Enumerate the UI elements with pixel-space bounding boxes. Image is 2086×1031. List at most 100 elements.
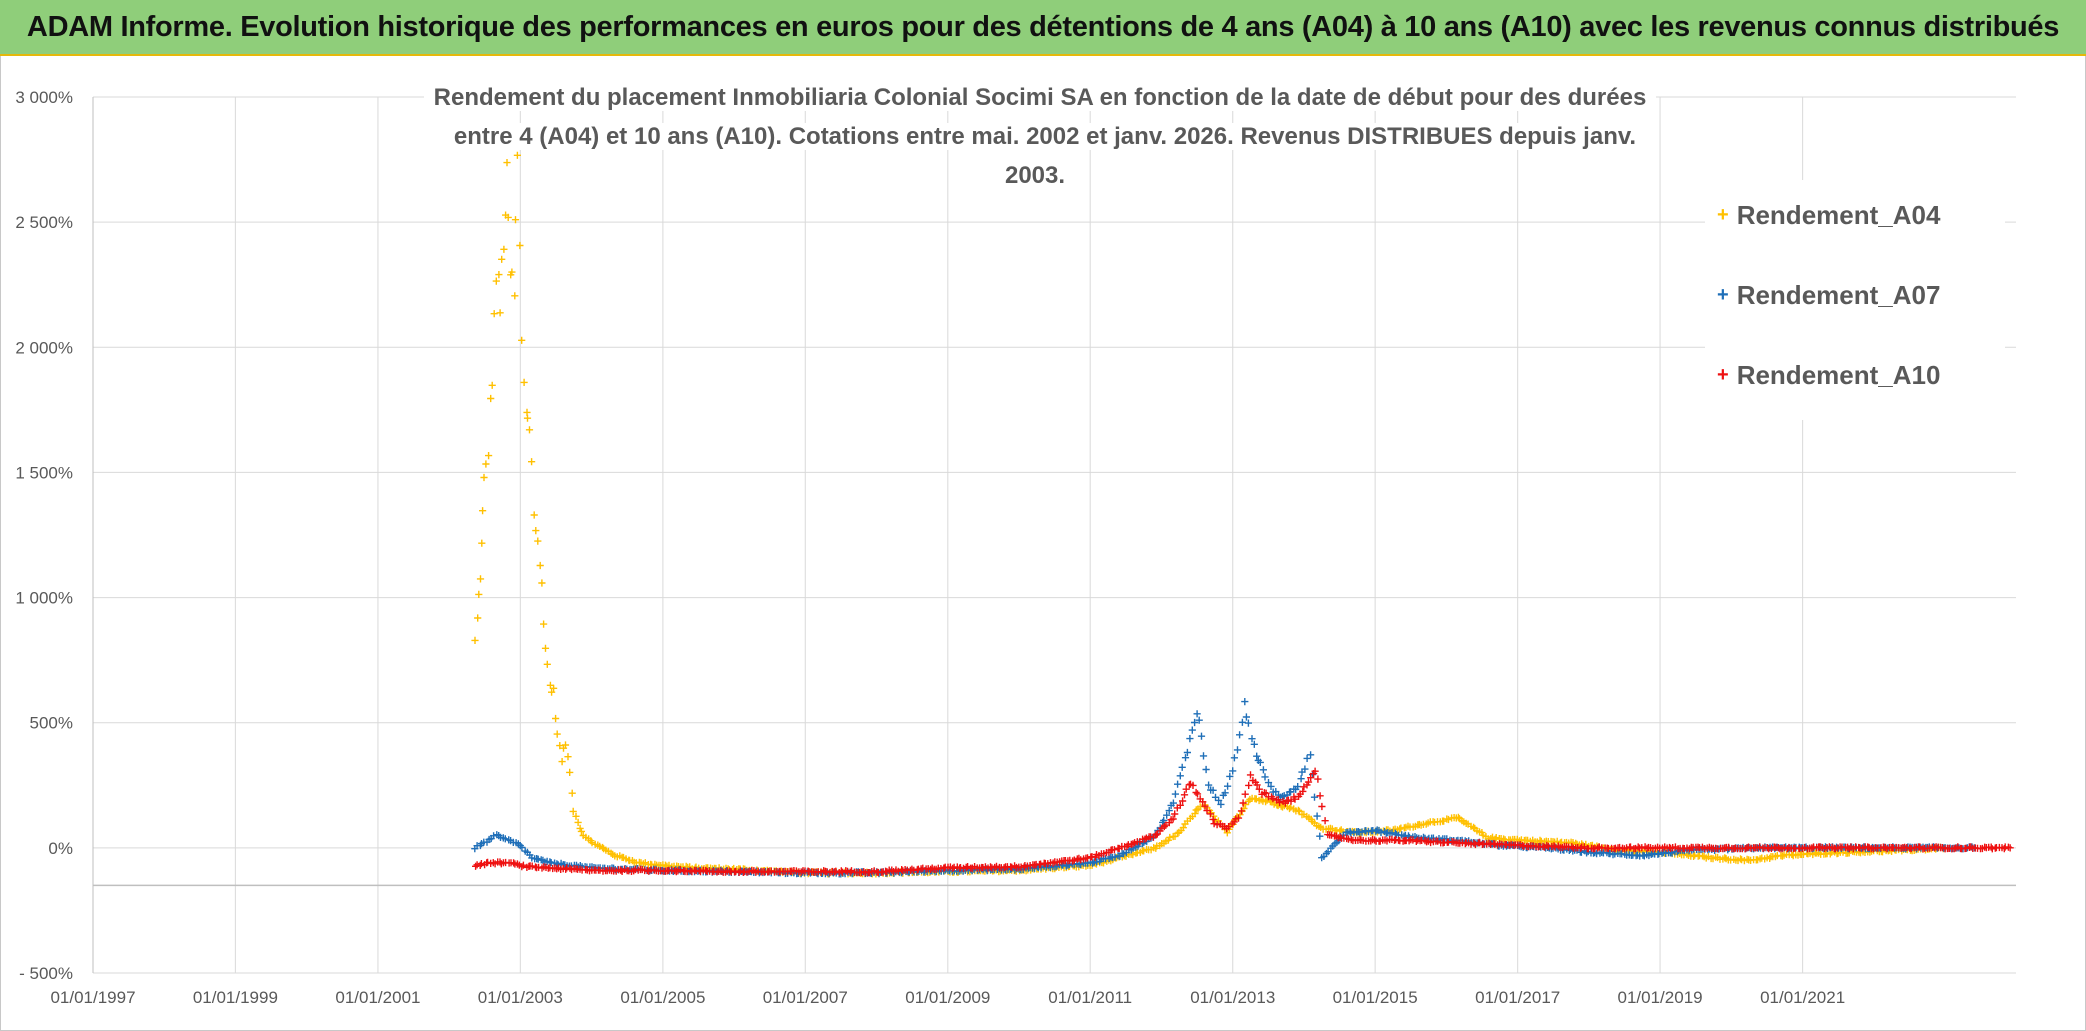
x-tick-label: 01/01/1999 [193, 988, 278, 1007]
data-point [496, 309, 504, 317]
data-point [518, 336, 526, 344]
data-point [471, 636, 479, 644]
data-point [1500, 835, 1508, 843]
data-point [1179, 824, 1187, 832]
data-point [1129, 851, 1137, 859]
data-point [538, 579, 546, 587]
legend-marker-a07: + [1717, 284, 1729, 306]
data-point [498, 255, 506, 263]
data-point [1160, 816, 1168, 824]
data-point [516, 241, 524, 250]
data-point [518, 843, 526, 852]
x-tick-label: 01/01/2017 [1475, 988, 1560, 1007]
series-marks [471, 151, 2014, 878]
data-point [1294, 806, 1302, 814]
data-point [1123, 842, 1131, 850]
legend-item-a07: + Rendement_A07 [1717, 280, 1940, 311]
y-tick-label: 0% [48, 839, 73, 858]
data-point [1264, 779, 1273, 787]
data-point [1209, 815, 1217, 823]
data-point [536, 561, 544, 570]
data-point [572, 812, 580, 820]
chart-title-line2: entre 4 (A04) et 10 ans (A10). Cotations… [443, 123, 1637, 189]
data-point [1299, 787, 1307, 795]
data-point [1110, 846, 1118, 854]
data-point [962, 863, 970, 871]
data-point [492, 277, 500, 285]
data-point [1224, 782, 1232, 790]
data-point [1169, 815, 1177, 823]
data-point [680, 867, 688, 875]
data-point [1173, 829, 1181, 837]
data-point [488, 381, 496, 389]
data-point [487, 394, 495, 403]
data-point [495, 271, 503, 279]
x-tick-label: 01/01/2003 [478, 988, 563, 1007]
data-point [1454, 813, 1462, 821]
data-point [1310, 793, 1319, 801]
data-point [532, 527, 540, 535]
data-point [1189, 781, 1197, 789]
legend-item-a10: + Rendement_A10 [1717, 360, 1940, 391]
data-point [510, 859, 518, 867]
data-point [543, 660, 551, 668]
y-tick-labels: - 500% 0% 500% 1 000% 1 500% 2 000% 2 500% 3 00… [15, 88, 73, 983]
data-point [574, 818, 582, 826]
data-point [1396, 825, 1404, 833]
x-tick-label: 01/01/2001 [335, 988, 420, 1007]
data-point [568, 789, 576, 797]
data-point [552, 714, 560, 723]
data-point [1199, 798, 1207, 806]
data-point [1316, 792, 1324, 800]
data-point [1193, 790, 1202, 798]
data-point [1307, 774, 1315, 782]
y-tick-label: 2 500% [15, 213, 73, 232]
data-point [1171, 790, 1179, 798]
data-point [1180, 791, 1189, 799]
data-point [482, 460, 490, 468]
data-point [1297, 775, 1305, 783]
data-point [1163, 811, 1171, 819]
y-tick-label: 1 000% [15, 589, 73, 608]
data-point [528, 862, 536, 870]
data-point [1062, 862, 1070, 870]
x-tick-label: 01/01/2021 [1760, 988, 1845, 1007]
x-tick-label: 01/01/2009 [905, 988, 990, 1007]
data-point [1236, 731, 1244, 739]
data-point [1256, 758, 1264, 766]
data-point [1263, 796, 1271, 804]
chart-title-line1: Rendement du placement Inmobiliaria Colo… [423, 84, 1657, 111]
data-point [1230, 754, 1238, 762]
data-point [1756, 843, 1764, 851]
data-point [508, 268, 516, 276]
data-point [1152, 831, 1160, 839]
data-point [1165, 807, 1173, 815]
data-point [2000, 845, 2008, 853]
data-point [1259, 766, 1267, 774]
data-point [1267, 782, 1275, 790]
data-point [528, 458, 536, 466]
data-point [479, 507, 487, 515]
data-point [1313, 812, 1321, 820]
data-point [1336, 833, 1344, 841]
data-point [1203, 807, 1211, 815]
legend-item-a04: + Rendement_A04 [1717, 200, 1940, 231]
chart-legend: + Rendement_A04 + Rendement_A07 + Rendem… [1705, 180, 2005, 420]
data-point [1191, 718, 1199, 727]
data-point [1206, 810, 1214, 818]
data-point [1195, 716, 1203, 724]
legend-label-a10: Rendement_A10 [1736, 360, 1941, 390]
x-tick-label: 01/01/2013 [1190, 988, 1275, 1007]
data-point [525, 426, 534, 434]
data-point [1229, 767, 1237, 775]
data-point [617, 866, 625, 874]
data-point [2006, 844, 2014, 852]
x-tick-label: 01/01/2011 [1048, 988, 1132, 1007]
y-tick-label: 3 000% [15, 88, 73, 107]
y-tick-label: - 500% [19, 964, 73, 983]
data-point [1183, 748, 1191, 757]
data-point [1253, 781, 1261, 789]
legend-marker-a04: + [1717, 204, 1729, 226]
data-point [476, 575, 485, 583]
data-point [480, 473, 488, 482]
